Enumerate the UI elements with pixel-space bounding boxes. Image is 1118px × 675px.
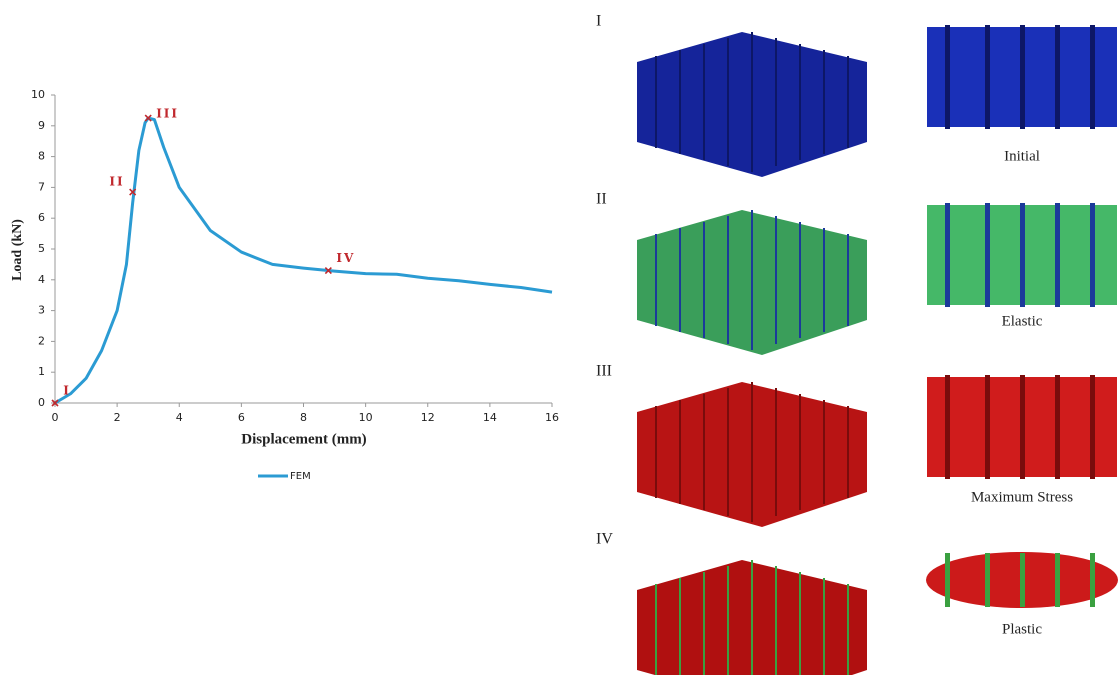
section-rib (945, 203, 950, 307)
panel-caption: Initial (1004, 148, 1040, 164)
section-rib (945, 553, 950, 607)
marker-label: III (156, 107, 179, 121)
section-rib (1020, 375, 1025, 479)
y-tick-label: 3 (38, 304, 45, 317)
panel-caption: Maximum Stress (971, 489, 1073, 505)
section-rib (1090, 553, 1095, 607)
panel-label: II (596, 191, 607, 208)
y-axis-label: Load (kN) (10, 219, 25, 281)
marker-label: I (63, 384, 71, 398)
section-rib (1090, 25, 1095, 129)
section-rib (985, 203, 990, 307)
section-rib (1090, 203, 1095, 307)
x-axis-label: Displacement (mm) (241, 431, 366, 447)
marker (51, 399, 59, 407)
y-tick-label: 10 (31, 88, 45, 101)
marker (144, 114, 152, 122)
section-rib (1055, 203, 1060, 307)
x-tick-label: 10 (359, 411, 373, 424)
section-rib (985, 25, 990, 129)
marker-label: IV (336, 251, 355, 265)
section-rib (985, 375, 990, 479)
section-rib (1055, 375, 1060, 479)
marker (324, 266, 332, 275)
x-tick-label: 4 (176, 411, 183, 424)
section-rib (945, 25, 950, 129)
section-rib (945, 375, 950, 479)
y-tick-label: 8 (38, 150, 45, 163)
section-rib (1055, 553, 1060, 607)
x-tick-label: 0 (52, 411, 59, 424)
legend-label: FEM (290, 471, 311, 482)
marker-label: II (109, 175, 124, 189)
x-tick-label: 12 (421, 411, 435, 424)
section-rib (1055, 25, 1060, 129)
y-tick-label: 0 (38, 396, 45, 409)
y-tick-label: 7 (38, 180, 45, 193)
x-tick-label: 16 (545, 411, 559, 424)
y-tick-label: 6 (38, 211, 45, 224)
panel-label: I (596, 13, 601, 30)
y-tick-label: 9 (38, 119, 45, 132)
panel-label: III (596, 363, 612, 380)
section-rib (985, 553, 990, 607)
panel-label: IV (596, 531, 613, 548)
x-tick-label: 8 (300, 411, 307, 424)
y-tick-label: 4 (38, 273, 45, 286)
section-rib (1020, 203, 1025, 307)
section-rib (1020, 25, 1025, 129)
marker (129, 188, 137, 196)
y-tick-label: 2 (38, 334, 45, 347)
series-line (54, 116, 553, 405)
y-tick-label: 5 (38, 242, 45, 255)
panels: I Initial II Elastic III Maximum Stress IV Plas… (596, 13, 1118, 675)
panel-caption: Plastic (1002, 621, 1042, 637)
x-tick-label: 6 (238, 411, 245, 424)
section-rib (1090, 375, 1095, 479)
y-tick-label: 1 (38, 365, 45, 378)
x-tick-label: 2 (114, 411, 121, 424)
x-tick-label: 14 (483, 411, 497, 424)
section-rib (1020, 553, 1025, 607)
panel-caption: Elastic (1002, 313, 1043, 329)
